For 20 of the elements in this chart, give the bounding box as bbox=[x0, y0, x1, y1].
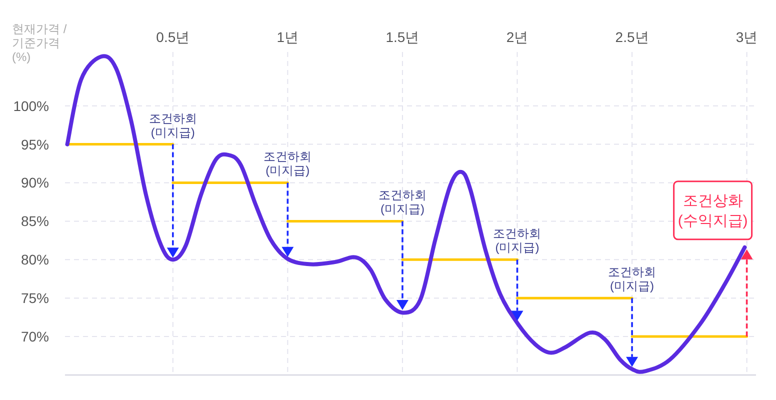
y-tick-label: 70% bbox=[20, 328, 49, 345]
annotation: 조건하회 (미지급) bbox=[264, 150, 312, 178]
annotation: 조건하회 (미지급) bbox=[378, 188, 426, 216]
y-axis-title: 현재가격 / 기준가격 (%) bbox=[12, 22, 68, 64]
x-tick-label: 3년 bbox=[736, 29, 758, 45]
x-tick-label: 2.5년 bbox=[615, 29, 649, 45]
y-tick-label: 85% bbox=[20, 213, 49, 230]
y-tick-label: 80% bbox=[20, 252, 49, 268]
x-tick-label: 1년 bbox=[276, 29, 299, 45]
y-tick-label: 75% bbox=[20, 290, 49, 306]
x-tick-label: 2년 bbox=[506, 29, 528, 45]
annotation: 조건하회 (미지급) bbox=[608, 265, 656, 294]
annotation: 조건하회 (미지급) bbox=[148, 111, 197, 140]
annotation: 조건상화 (수익지급) bbox=[678, 192, 748, 230]
annotation: 조건하회 (미지급) bbox=[493, 226, 542, 255]
y-tick-label: 90% bbox=[20, 174, 49, 191]
x-tick-label: 0.5년 bbox=[156, 29, 190, 45]
x-tick-label: 1.5년 bbox=[386, 29, 420, 45]
y-tick-label: 95% bbox=[20, 136, 49, 152]
y-tick-label: 100% bbox=[13, 98, 49, 114]
